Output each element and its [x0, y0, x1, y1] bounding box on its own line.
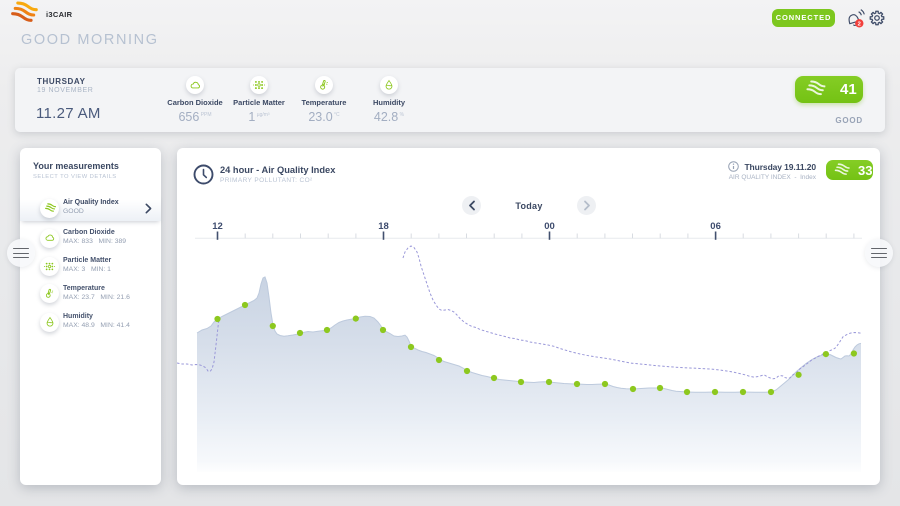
svg-text:12: 12	[212, 221, 223, 232]
svg-text:06: 06	[710, 221, 721, 232]
svg-text:00: 00	[544, 221, 555, 232]
svg-text:2: 2	[858, 22, 861, 28]
svg-text:18: 18	[378, 221, 389, 232]
